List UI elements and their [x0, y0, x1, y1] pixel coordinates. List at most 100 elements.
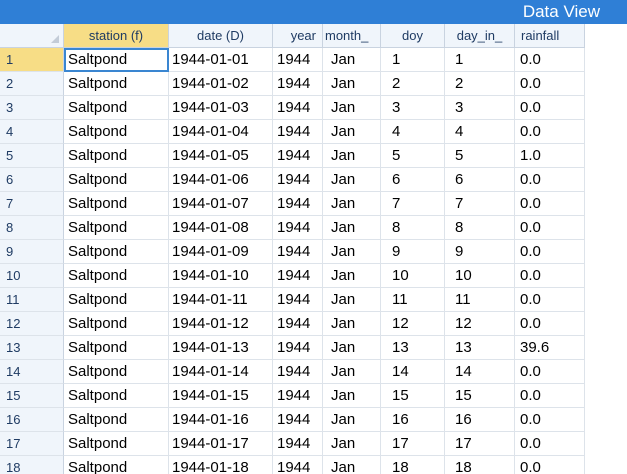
- cell-date[interactable]: 1944-01-18: [169, 456, 273, 474]
- cell-date[interactable]: 1944-01-11: [169, 288, 273, 312]
- cell-month[interactable]: Jan: [323, 72, 381, 96]
- column-header-year[interactable]: year: [273, 24, 323, 48]
- cell-day-in[interactable]: 9: [445, 240, 515, 264]
- cell-rainfall[interactable]: 0.0: [515, 72, 585, 96]
- cell-day-in[interactable]: 18: [445, 456, 515, 474]
- cell-station[interactable]: Saltpond: [64, 360, 169, 384]
- cell-year[interactable]: 1944: [273, 384, 323, 408]
- cell-year[interactable]: 1944: [273, 120, 323, 144]
- cell-station[interactable]: Saltpond: [64, 384, 169, 408]
- cell-month[interactable]: Jan: [323, 192, 381, 216]
- cell-day-in[interactable]: 1: [445, 48, 515, 72]
- cell-year[interactable]: 1944: [273, 144, 323, 168]
- row-number[interactable]: 11: [0, 288, 64, 312]
- row-number[interactable]: 16: [0, 408, 64, 432]
- column-header-date[interactable]: date (D): [169, 24, 273, 48]
- cell-rainfall[interactable]: 0.0: [515, 456, 585, 474]
- cell-month[interactable]: Jan: [323, 408, 381, 432]
- row-number[interactable]: 4: [0, 120, 64, 144]
- cell-date[interactable]: 1944-01-05: [169, 144, 273, 168]
- cell-day-in[interactable]: 3: [445, 96, 515, 120]
- column-header-month[interactable]: month_: [323, 24, 381, 48]
- cell-rainfall[interactable]: 0.0: [515, 360, 585, 384]
- cell-rainfall[interactable]: 39.6: [515, 336, 585, 360]
- cell-station[interactable]: Saltpond: [64, 288, 169, 312]
- cell-doy[interactable]: 18: [381, 456, 445, 474]
- cell-month[interactable]: Jan: [323, 216, 381, 240]
- cell-doy[interactable]: 2: [381, 72, 445, 96]
- cell-station[interactable]: Saltpond: [64, 456, 169, 474]
- cell-year[interactable]: 1944: [273, 96, 323, 120]
- cell-day-in[interactable]: 2: [445, 72, 515, 96]
- cell-doy[interactable]: 11: [381, 288, 445, 312]
- column-header-rainfall[interactable]: rainfall: [515, 24, 585, 48]
- cell-date[interactable]: 1944-01-10: [169, 264, 273, 288]
- cell-station[interactable]: Saltpond: [64, 120, 169, 144]
- cell-doy[interactable]: 6: [381, 168, 445, 192]
- cell-doy[interactable]: 7: [381, 192, 445, 216]
- cell-year[interactable]: 1944: [273, 168, 323, 192]
- cell-date[interactable]: 1944-01-06: [169, 168, 273, 192]
- cell-day-in[interactable]: 6: [445, 168, 515, 192]
- cell-month[interactable]: Jan: [323, 336, 381, 360]
- cell-date[interactable]: 1944-01-14: [169, 360, 273, 384]
- cell-month[interactable]: Jan: [323, 288, 381, 312]
- cell-date[interactable]: 1944-01-04: [169, 120, 273, 144]
- row-number[interactable]: 13: [0, 336, 64, 360]
- row-number[interactable]: 14: [0, 360, 64, 384]
- cell-doy[interactable]: 17: [381, 432, 445, 456]
- cell-date[interactable]: 1944-01-08: [169, 216, 273, 240]
- cell-date[interactable]: 1944-01-01: [169, 48, 273, 72]
- cell-year[interactable]: 1944: [273, 72, 323, 96]
- cell-day-in[interactable]: 15: [445, 384, 515, 408]
- column-header-station[interactable]: station (f): [64, 24, 169, 48]
- cell-date[interactable]: 1944-01-02: [169, 72, 273, 96]
- cell-month[interactable]: Jan: [323, 432, 381, 456]
- cell-day-in[interactable]: 4: [445, 120, 515, 144]
- cell-doy[interactable]: 16: [381, 408, 445, 432]
- row-number[interactable]: 5: [0, 144, 64, 168]
- cell-station[interactable]: Saltpond: [64, 192, 169, 216]
- cell-year[interactable]: 1944: [273, 432, 323, 456]
- row-number[interactable]: 12: [0, 312, 64, 336]
- row-number[interactable]: 15: [0, 384, 64, 408]
- cell-month[interactable]: Jan: [323, 456, 381, 474]
- cell-rainfall[interactable]: 0.0: [515, 432, 585, 456]
- cell-date[interactable]: 1944-01-13: [169, 336, 273, 360]
- cell-rainfall[interactable]: 0.0: [515, 240, 585, 264]
- cell-station[interactable]: Saltpond: [64, 72, 169, 96]
- row-number[interactable]: 18: [0, 456, 64, 474]
- cell-rainfall[interactable]: 0.0: [515, 216, 585, 240]
- cell-month[interactable]: Jan: [323, 168, 381, 192]
- cell-station[interactable]: Saltpond: [64, 168, 169, 192]
- cell-date[interactable]: 1944-01-15: [169, 384, 273, 408]
- cell-month[interactable]: Jan: [323, 96, 381, 120]
- cell-month[interactable]: Jan: [323, 264, 381, 288]
- cell-station[interactable]: Saltpond: [64, 312, 169, 336]
- cell-doy[interactable]: 14: [381, 360, 445, 384]
- cell-date[interactable]: 1944-01-17: [169, 432, 273, 456]
- cell-rainfall[interactable]: 0.0: [515, 312, 585, 336]
- select-all-corner[interactable]: [0, 24, 64, 48]
- cell-rainfall[interactable]: 0.0: [515, 192, 585, 216]
- cell-date[interactable]: 1944-01-03: [169, 96, 273, 120]
- row-number[interactable]: 17: [0, 432, 64, 456]
- cell-rainfall[interactable]: 0.0: [515, 168, 585, 192]
- row-number[interactable]: 1: [0, 48, 64, 72]
- cell-rainfall[interactable]: 0.0: [515, 288, 585, 312]
- row-number[interactable]: 2: [0, 72, 64, 96]
- cell-day-in[interactable]: 7: [445, 192, 515, 216]
- cell-rainfall[interactable]: 0.0: [515, 408, 585, 432]
- row-number[interactable]: 10: [0, 264, 64, 288]
- cell-year[interactable]: 1944: [273, 192, 323, 216]
- cell-month[interactable]: Jan: [323, 312, 381, 336]
- column-header-doy[interactable]: doy: [381, 24, 445, 48]
- cell-day-in[interactable]: 14: [445, 360, 515, 384]
- cell-rainfall[interactable]: 0.0: [515, 48, 585, 72]
- row-number[interactable]: 9: [0, 240, 64, 264]
- cell-station[interactable]: Saltpond: [64, 48, 169, 72]
- cell-year[interactable]: 1944: [273, 288, 323, 312]
- cell-doy[interactable]: 9: [381, 240, 445, 264]
- cell-doy[interactable]: 1: [381, 48, 445, 72]
- cell-month[interactable]: Jan: [323, 144, 381, 168]
